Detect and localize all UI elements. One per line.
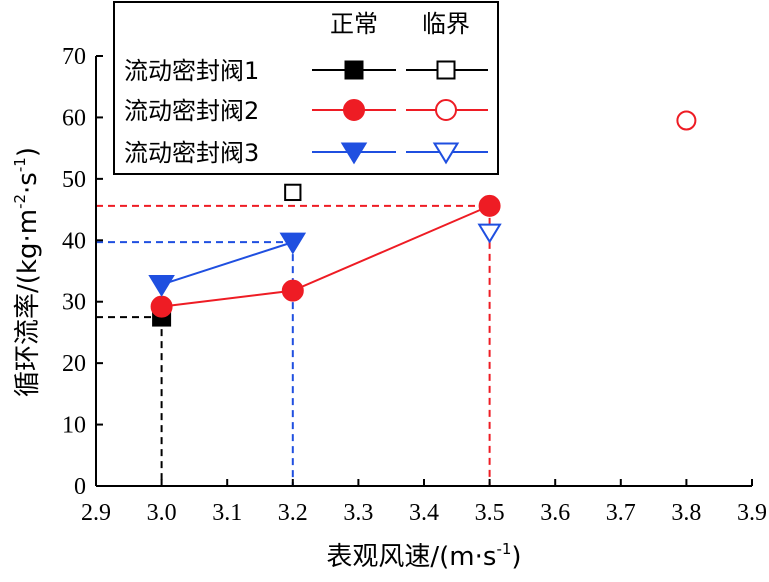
- x-tick-label: 3.1: [212, 500, 242, 526]
- x-tick-label: 3.7: [606, 500, 636, 526]
- guide-lines: [96, 204, 491, 486]
- legend-header-normal: 正常: [330, 10, 378, 38]
- y-axis-label-main: 循环流率/(kg·m: [13, 209, 43, 397]
- series-line: [161, 204, 490, 308]
- data-point-normal: [281, 279, 304, 302]
- x-tick-label: 3.5: [475, 500, 505, 526]
- legend-marker-critical: [436, 60, 456, 80]
- legend-rows: 流动密封阀1 流动密封阀2 流动密封阀3: [124, 57, 488, 167]
- legend-label: 流动密封阀3: [124, 139, 259, 167]
- y-tick-label: 40: [62, 228, 86, 254]
- data-point-critical: [284, 183, 302, 202]
- data-point-normal: [478, 194, 501, 217]
- data-point-normal: [148, 274, 175, 297]
- legend-marker-critical: [432, 142, 460, 165]
- x-axis-label-sup: -1: [496, 540, 511, 558]
- y-tick-label: 10: [62, 413, 86, 439]
- x-tick-label: 2.9: [81, 500, 111, 526]
- x-axis-label-close: ): [511, 542, 521, 572]
- y-tick-label: 30: [62, 290, 86, 316]
- data-point-critical: [477, 223, 502, 244]
- y-tick-label: 70: [62, 44, 86, 70]
- x-tick-label: 3.8: [671, 500, 701, 526]
- legend-box: [113, 1, 499, 175]
- y-tick-label: 50: [62, 167, 86, 193]
- legend-marker-normal: [344, 60, 364, 80]
- legend-marker-normal: [343, 99, 365, 121]
- y-axis-label-sup2: -1: [11, 157, 29, 172]
- y-axis-label-mid: ·s: [13, 172, 43, 194]
- y-axis-label-close: ): [13, 147, 43, 157]
- y-axis-label: 循环流率/(kg·m-2·s-1): [11, 147, 43, 397]
- data-point-normal: [150, 295, 173, 318]
- x-tick-label: 3.3: [343, 500, 373, 526]
- y-tick-label: 60: [62, 105, 86, 131]
- x-axis-label: 表观风速/(m·s-1): [326, 540, 521, 572]
- legend-marker-normal: [340, 142, 368, 165]
- y-tick-label: 0: [74, 474, 86, 500]
- data-point-critical: [676, 110, 697, 131]
- x-tick-label: 3.2: [278, 500, 308, 526]
- x-axis-label-main: 表观风速/(m·s: [326, 542, 496, 572]
- data-point-normal: [279, 232, 307, 255]
- ticks: 2.9 3.0 3.1 3.2 3.3 3.4 3.5 3.6 3.7 3.8 3.9 0 10 20 30…: [62, 44, 767, 526]
- legend: 正常 临界 流动密封阀1 流动密封阀2 流动密封阀3: [113, 1, 499, 175]
- markers: [148, 110, 697, 327]
- legend-header-critical: 临界: [422, 10, 470, 38]
- x-tick-label: 3.9: [737, 500, 767, 526]
- y-tick-label: 20: [62, 351, 86, 377]
- series-line: [161, 241, 294, 286]
- y-axis-label-sup1: -2: [11, 194, 29, 209]
- series-lines: [161, 204, 490, 308]
- legend-marker-critical: [435, 99, 457, 121]
- legend-label: 流动密封阀2: [124, 97, 259, 125]
- x-tick-label: 3.6: [540, 500, 570, 526]
- x-tick-label: 3.0: [147, 500, 177, 526]
- x-tick-label: 3.4: [409, 500, 439, 526]
- legend-label: 流动密封阀1: [124, 57, 259, 85]
